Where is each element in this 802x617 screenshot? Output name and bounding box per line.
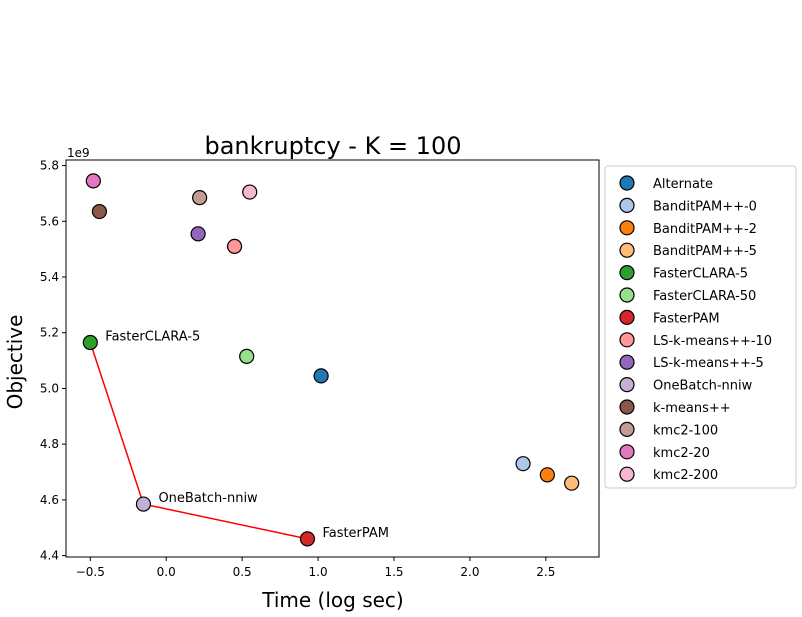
annotation-label: FasterCLARA-5 bbox=[105, 329, 200, 344]
point-banditpam-5 bbox=[564, 475, 580, 491]
y-axis-ticks: 4.4 4.6 4.8 5.0 5.2 5.4 5.6 5.8 bbox=[40, 159, 66, 563]
chart-title: bankruptcy - K = 100 bbox=[204, 132, 461, 160]
legend-marker bbox=[619, 399, 635, 415]
legend-label: BanditPAM++-5 bbox=[653, 244, 757, 259]
x-tick-label: 1.5 bbox=[384, 565, 403, 579]
legend-marker bbox=[619, 175, 635, 191]
legend-marker bbox=[619, 309, 635, 325]
legend-label: Alternate bbox=[653, 177, 713, 192]
x-tick-label: −0.5 bbox=[76, 565, 105, 579]
data-points bbox=[82, 173, 580, 547]
x-tick-label: 2.0 bbox=[460, 565, 479, 579]
legend-label: FasterCLARA-50 bbox=[653, 289, 756, 304]
x-tick-label: 0.5 bbox=[233, 565, 252, 579]
legend-marker bbox=[619, 421, 635, 437]
legend-frame bbox=[604, 165, 797, 489]
legend-marker bbox=[619, 287, 635, 303]
x-axis-ticks: −0.5 0.0 0.5 1.0 1.5 2.0 2.5 bbox=[76, 557, 555, 579]
point-kmc2-200 bbox=[242, 184, 258, 200]
point-fasterpam bbox=[299, 531, 316, 547]
legend-marker bbox=[619, 265, 635, 281]
legend-label: k-means++ bbox=[653, 401, 731, 416]
legend-marker bbox=[619, 354, 635, 370]
legend-label: BanditPAM++-2 bbox=[653, 222, 757, 237]
point-banditpam-0 bbox=[515, 456, 531, 472]
y-tick-label: 5.4 bbox=[40, 270, 59, 284]
annotation-label: OneBatch-nniw bbox=[158, 491, 258, 506]
point-ls-k-means-10 bbox=[226, 238, 243, 254]
legend-marker bbox=[619, 444, 635, 460]
y-axis-label: Objective bbox=[3, 315, 27, 410]
y-tick-label: 5.6 bbox=[40, 214, 59, 228]
x-tick-label: 0.0 bbox=[157, 565, 176, 579]
legend-label: kmc2-20 bbox=[653, 446, 710, 461]
point-fasterclara-5 bbox=[82, 334, 98, 351]
annotation-label: FasterPAM bbox=[322, 526, 389, 541]
point-alternate bbox=[313, 368, 329, 384]
legend-label: BanditPAM++-0 bbox=[653, 199, 757, 214]
legend-marker bbox=[619, 242, 635, 258]
legend: Alternate BanditPAM++-0 BanditPAM++-2 Bandi… bbox=[604, 165, 797, 489]
y-tick-label: 4.4 bbox=[40, 549, 59, 563]
legend-marker bbox=[619, 332, 635, 348]
point-k-means bbox=[91, 203, 108, 220]
legend-label: FasterPAM bbox=[653, 311, 720, 326]
y-tick-label: 4.6 bbox=[40, 493, 59, 507]
point-fasterclara-50 bbox=[239, 348, 255, 365]
y-tick-label: 5.8 bbox=[40, 159, 59, 173]
legend-label: LS-k-means++-10 bbox=[653, 334, 772, 349]
legend-marker bbox=[619, 377, 635, 393]
point-kmc2-20 bbox=[85, 173, 101, 189]
legend-label: OneBatch-nniw bbox=[653, 379, 753, 394]
legend-marker bbox=[619, 197, 635, 213]
legend-label: kmc2-100 bbox=[653, 423, 718, 438]
legend-label: LS-k-means++-5 bbox=[653, 356, 764, 371]
point-onebatch-nniw bbox=[135, 496, 152, 512]
y-tick-label: 5.0 bbox=[40, 381, 59, 395]
point-kmc2-100 bbox=[192, 190, 208, 206]
point-banditpam-2 bbox=[539, 467, 555, 483]
legend-label: FasterCLARA-5 bbox=[653, 267, 748, 282]
plot-frame bbox=[65, 159, 600, 558]
legend-label: kmc2-200 bbox=[653, 468, 718, 483]
legend-marker bbox=[619, 220, 635, 236]
y-tick-label: 5.2 bbox=[40, 326, 59, 340]
point-ls-k-means-5 bbox=[190, 226, 206, 242]
y-tick-label: 4.8 bbox=[40, 437, 59, 451]
pareto-front bbox=[89, 342, 308, 540]
x-tick-label: 1.0 bbox=[309, 565, 328, 579]
y-axis-offset-label: 1e9 bbox=[67, 146, 90, 160]
legend-marker bbox=[619, 466, 635, 482]
x-axis-label: Time (log sec) bbox=[261, 588, 403, 612]
x-tick-label: 2.5 bbox=[536, 565, 555, 579]
point-annotations: FasterCLARA-5 OneBatch-nniw FasterPAM bbox=[105, 329, 389, 540]
pareto-front-line bbox=[89, 342, 308, 540]
